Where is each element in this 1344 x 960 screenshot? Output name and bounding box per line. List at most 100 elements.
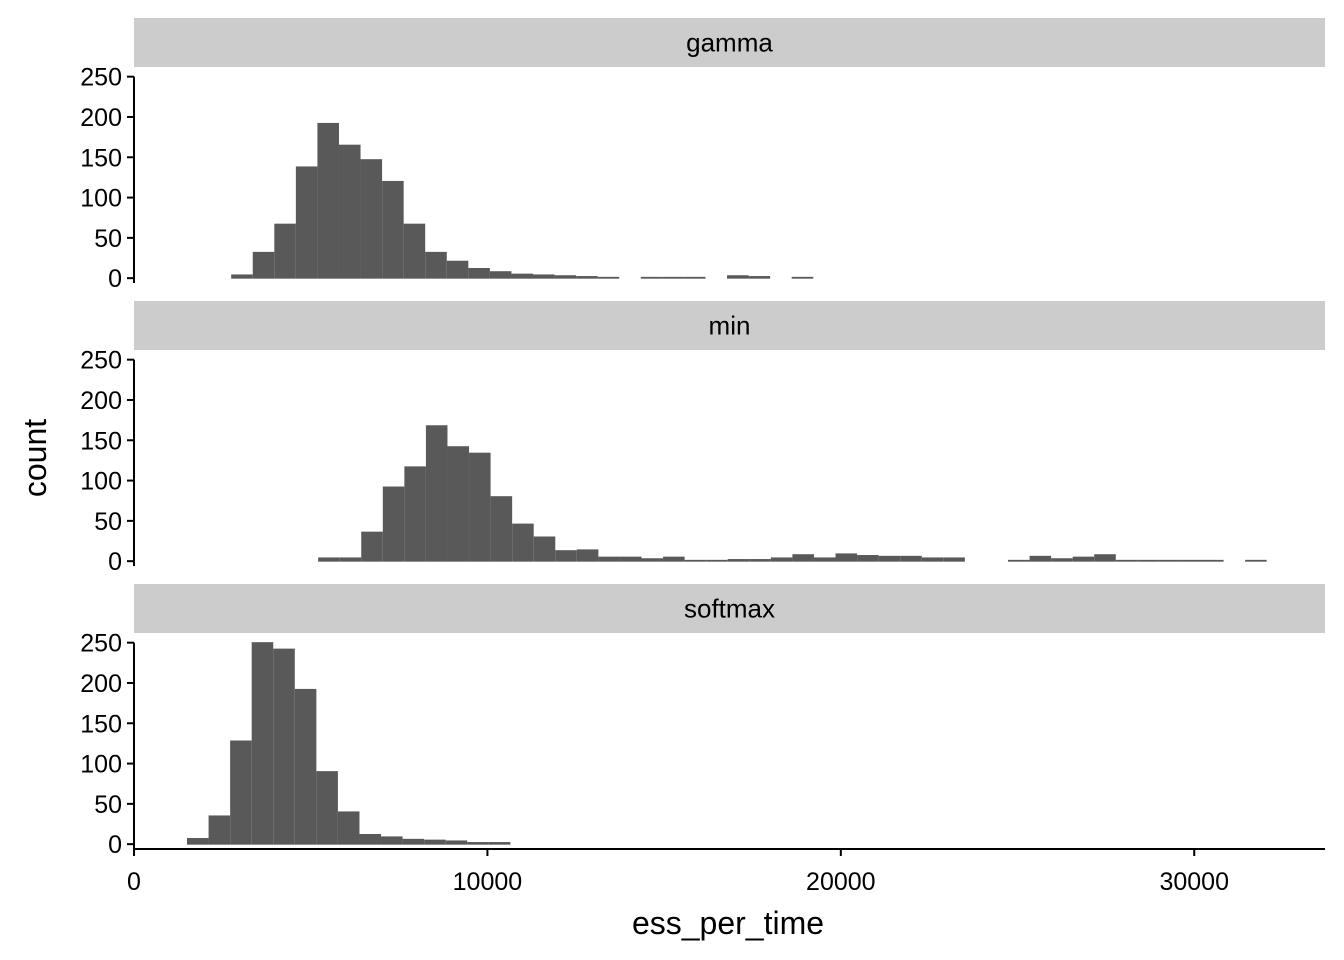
histogram-bar [1202,559,1224,562]
histogram-bar [683,276,706,279]
histogram-bar [727,275,749,279]
x-tick-label: 10000 [453,868,523,896]
histogram-bar [511,273,534,279]
y-tick-label: 200 [80,387,122,415]
histogram-bar [274,223,296,279]
y-tick-label: 250 [80,64,122,92]
histogram-bar [382,180,404,279]
histogram-bar [684,559,707,562]
histogram-bar [318,557,340,562]
histogram-bar [404,466,426,562]
y-tick-label: 50 [94,508,122,536]
histogram-bar [1245,559,1267,562]
histogram-bar [791,276,814,279]
histogram-bar [943,557,965,562]
histogram-bar [663,556,685,562]
histogram-bar [317,122,339,279]
facet-strip-label: gamma [686,28,773,58]
facet-strip-label: softmax [684,594,775,624]
histogram-bar [490,496,513,562]
histogram-bar [339,557,362,562]
histogram-bar [382,486,405,562]
histogram-bar [749,559,771,562]
histogram-bar [402,838,425,845]
histogram-bar [1051,558,1073,562]
histogram-bar [576,549,599,562]
histogram-bar [1137,559,1159,562]
histogram-bar [813,557,836,562]
histogram-bar [792,554,814,562]
histogram-bar [360,159,383,279]
y-tick-label: 0 [108,548,122,576]
histogram-bar [359,833,382,845]
histogram-bar [1158,559,1181,562]
histogram-bar [1115,559,1138,562]
histogram-bar [231,274,253,279]
histogram-bar [576,276,598,279]
facet-panels: gamma 0 50 100 150 200 250 min 0 50 100 150 200 250 so… [80,18,1325,859]
x-tick-label: 30000 [1159,868,1229,896]
facet-panel-gamma: gamma 0 50 100 150 200 250 [80,18,1325,293]
facet-strip [134,301,1325,350]
y-axis-title: count [17,419,53,497]
histogram-bar [533,274,555,279]
histogram-bar [338,144,361,279]
histogram-bar [316,771,338,845]
facet-strip-label: min [709,311,751,341]
histogram-bar [1007,559,1030,562]
histogram-bar [598,556,620,562]
y-tick-label: 0 [108,831,122,859]
x-axis: 0 10000 20000 30000 [127,848,1325,896]
histogram-bar [641,558,664,562]
histogram-bar [662,276,684,279]
y-tick-label: 100 [80,468,122,496]
histogram-bar [468,267,490,279]
facet-strip [134,18,1325,67]
histogram-bar [489,271,512,279]
histogram-bar [921,557,944,562]
histogram-bar [251,642,274,845]
histogram-bar [512,523,534,562]
histogram-bar [727,559,750,562]
y-tick-label: 200 [80,670,122,698]
y-tick-label: 250 [80,630,122,658]
histogram-bar [361,531,383,562]
histogram-bar [857,555,879,562]
histogram-bar [187,838,209,845]
histogram-bar [273,648,295,845]
histogram-bar [295,166,318,279]
histogram-bar [445,840,468,845]
histogram-bar [706,559,728,562]
histogram-bar [554,275,577,279]
histogram-bar [1029,555,1052,562]
histogram-bar [446,260,469,279]
histogram-bar [425,425,448,562]
histogram-bar [1072,556,1095,562]
histogram-bar [1094,554,1116,562]
histogram-bar [555,550,577,562]
histogram-bar [403,223,426,279]
y-tick-label: 50 [94,791,122,819]
histogram-bar [425,251,447,279]
facet-strip [134,584,1325,633]
y-tick-label: 150 [80,427,122,455]
histogram-bar [619,556,642,562]
x-tick-label: 0 [127,868,141,896]
facet-panel-min: min 0 50 100 150 200 250 [80,301,1325,576]
x-tick-label: 20000 [806,868,876,896]
x-axis-title: ess_per_time [632,905,824,941]
histogram-bar [424,839,446,845]
histogram-bar [533,536,556,562]
histogram-bar [900,555,922,562]
y-tick-label: 100 [80,185,122,213]
y-tick-label: 150 [80,144,122,172]
histogram-bar [488,842,511,845]
histogram-bar [597,276,620,279]
y-tick-label: 100 [80,751,122,779]
y-tick-label: 150 [80,710,122,738]
histogram-bar [467,842,489,845]
y-tick-label: 0 [108,265,122,293]
histogram-bar [294,688,317,845]
histogram-bar [640,276,663,279]
